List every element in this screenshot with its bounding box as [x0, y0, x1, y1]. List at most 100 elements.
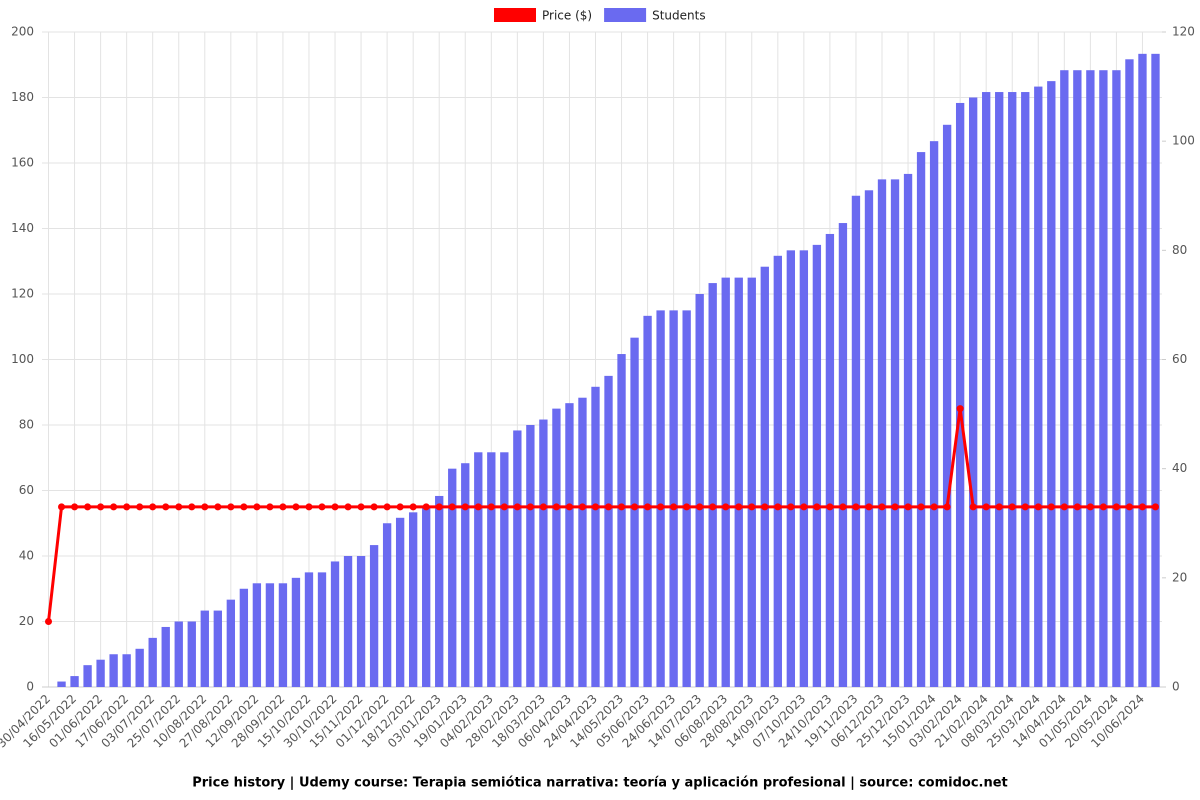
bar	[942, 124, 952, 687]
price-point	[839, 503, 847, 511]
price-point	[97, 503, 105, 511]
y-tick-label: 200	[11, 25, 34, 39]
price-point	[422, 503, 430, 511]
y2-tick-label: 20	[1172, 570, 1187, 584]
price-point	[578, 503, 586, 511]
price-point	[709, 503, 717, 511]
price-point	[605, 503, 613, 511]
price-point	[800, 503, 808, 511]
bar	[968, 97, 978, 687]
y-tick-label: 100	[11, 352, 34, 366]
bar	[317, 572, 327, 687]
price-point	[1021, 503, 1029, 511]
bar	[682, 310, 691, 687]
bar	[435, 495, 444, 687]
bar	[591, 386, 600, 687]
price-point	[136, 503, 144, 511]
price-point	[149, 503, 157, 511]
bar	[422, 506, 431, 687]
bar	[552, 408, 561, 687]
price-point	[500, 503, 508, 511]
bar	[812, 244, 822, 687]
bar	[721, 277, 730, 687]
price-point	[735, 503, 743, 511]
price-point	[787, 503, 795, 511]
price-point	[45, 618, 53, 625]
price-point	[995, 503, 1003, 511]
bar	[1099, 70, 1108, 688]
bar	[330, 561, 340, 687]
y2-tick-label: 120	[1172, 25, 1195, 39]
price-point	[865, 503, 873, 511]
price-point	[565, 503, 573, 511]
y2-tick-label: 100	[1172, 134, 1195, 148]
y-tick-label: 180	[11, 90, 34, 104]
bar	[513, 430, 522, 687]
price-point	[618, 503, 626, 511]
price-point	[748, 503, 756, 511]
price-point	[175, 503, 183, 511]
bar	[786, 250, 796, 688]
bar	[643, 315, 652, 687]
price-point	[396, 503, 404, 511]
bar	[747, 277, 756, 687]
price-point	[969, 503, 977, 511]
price-point	[409, 503, 417, 511]
bar	[343, 556, 353, 687]
bar	[630, 337, 639, 687]
bar	[174, 621, 183, 687]
price-point	[266, 503, 274, 511]
y2-tick-label: 0	[1172, 680, 1180, 694]
y-tick-label: 120	[11, 287, 34, 301]
y-tick-label: 0	[26, 680, 34, 694]
price-point	[383, 503, 391, 511]
y2-tick-label: 40	[1172, 461, 1187, 475]
y-tick-label: 40	[19, 549, 34, 563]
price-point	[943, 503, 951, 511]
bar	[1073, 70, 1082, 688]
bar	[565, 403, 574, 687]
bar	[226, 599, 236, 687]
bar	[799, 250, 809, 688]
price-point	[305, 503, 313, 511]
price-point	[318, 503, 326, 511]
price-point	[253, 503, 261, 511]
bar	[278, 583, 288, 687]
bar	[656, 310, 665, 687]
bar	[252, 583, 262, 687]
price-point	[917, 503, 925, 511]
price-point	[71, 503, 79, 511]
bar	[109, 654, 118, 687]
bar	[1047, 81, 1056, 687]
price-point	[761, 503, 769, 511]
price-point	[526, 503, 534, 511]
bar	[1086, 70, 1095, 688]
y-tick-label: 140	[11, 221, 34, 235]
y-tick-label: 60	[19, 483, 34, 497]
bar	[356, 556, 366, 687]
price-point	[292, 503, 300, 511]
bar	[239, 588, 249, 687]
legend-swatch	[604, 8, 647, 22]
legend-label: Price ($)	[542, 9, 592, 23]
bar	[487, 452, 496, 687]
price-point	[1138, 503, 1146, 511]
price-point	[58, 503, 66, 511]
price-point	[670, 503, 678, 511]
bar	[851, 195, 861, 687]
price-point	[1099, 503, 1107, 511]
bar	[1112, 70, 1121, 688]
price-point	[344, 503, 352, 511]
bar	[838, 223, 848, 687]
bar	[83, 665, 92, 687]
bar	[369, 545, 379, 687]
bar	[877, 179, 887, 687]
bar	[382, 523, 392, 687]
bar	[604, 375, 613, 687]
price-point	[696, 503, 704, 511]
bar	[200, 610, 209, 687]
legend-label: Students	[652, 9, 706, 23]
bar	[929, 141, 939, 687]
bar	[122, 654, 131, 687]
